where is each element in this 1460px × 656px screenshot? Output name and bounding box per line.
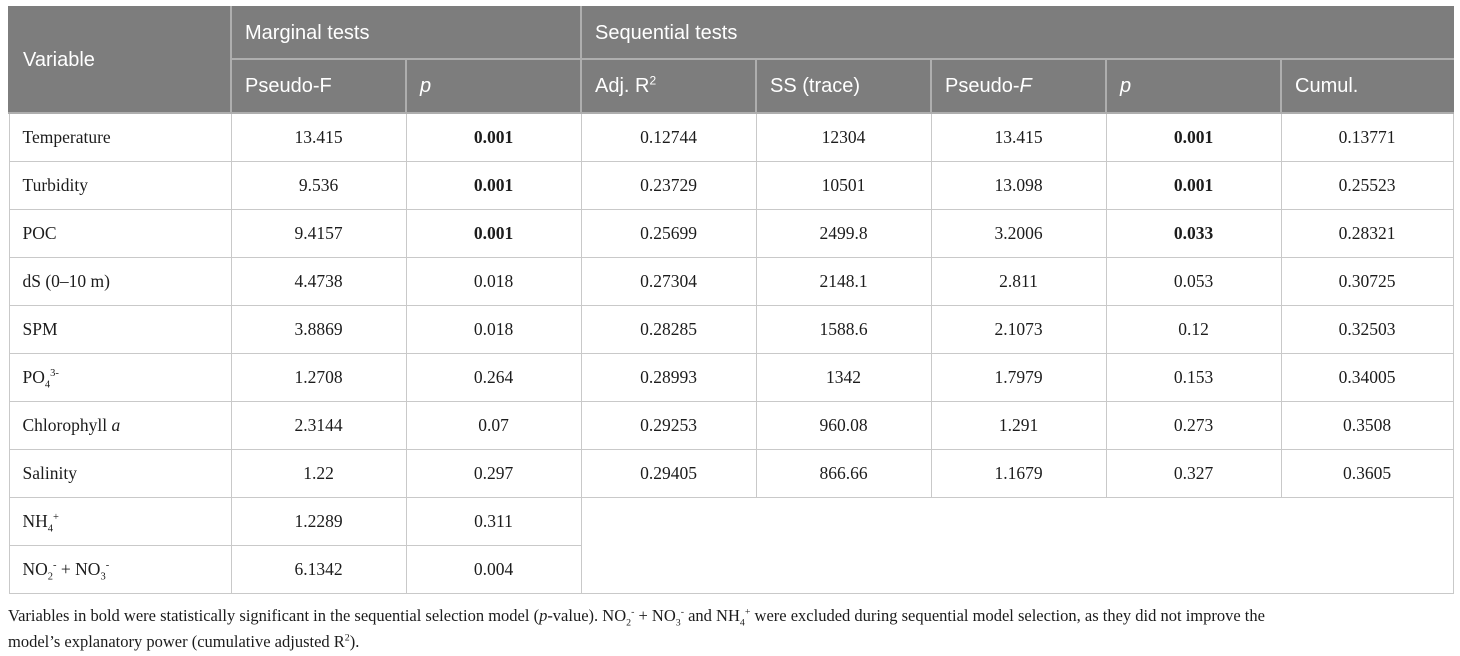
value-cell: 1.1679 [930,449,1107,498]
value-cell: 0.28321 [1280,209,1454,258]
value-cell: 9.4157 [230,209,407,258]
value-cell: 0.12 [1105,305,1282,354]
value-cell: 0.001 [405,209,582,258]
header-group-row: Variable Marginal tests Sequential tests [8,6,1454,114]
value-cell: 2.1073 [930,305,1107,354]
value-cell: 13.098 [930,161,1107,210]
col-group-marginal-tests: Marginal tests [230,6,582,60]
value-cell: 0.3508 [1280,401,1454,450]
header-sub-row: Pseudo-F p Adj. R2 SS (trace) Pseudo-F p… [9,58,1454,114]
value-cell: 12304 [755,112,932,162]
statistics-table: Variable Marginal tests Sequential tests… [8,6,1454,594]
value-cell: 0.3605 [1280,449,1454,498]
value-cell: 2499.8 [755,209,932,258]
value-cell: 1.2289 [230,497,407,546]
value-cell: 0.12744 [580,112,757,162]
value-cell: 0.28993 [580,353,757,402]
value-cell: 0.004 [405,545,582,594]
col-header-adj-r2: Adj. R2 [580,58,757,114]
variable-cell: dS (0–10 m) [8,257,232,306]
value-cell: 0.13771 [1280,112,1454,162]
value-cell: 0.001 [405,112,582,162]
value-cell: 1588.6 [755,305,932,354]
value-cell: 0.001 [405,161,582,210]
merged-empty-cell [580,497,1454,594]
value-cell: 1.22 [230,449,407,498]
value-cell: 13.415 [230,112,407,162]
value-cell: 0.001 [1105,112,1282,162]
table-row-temperature: Temperature 13.415 0.001 0.12744 12304 1… [8,112,1454,162]
value-cell: 1.2708 [230,353,407,402]
table-row-nh4: NH4+ 1.2289 0.311 [8,497,1454,594]
value-cell: 0.25523 [1280,161,1454,210]
value-cell: 0.32503 [1280,305,1454,354]
col-header-sequential-pseudo-f: Pseudo-F [930,58,1107,114]
table-row-chlorophyll-a: Chlorophyll a 2.3144 0.07 0.29253 960.08… [8,401,1454,450]
value-cell: 3.8869 [230,305,407,354]
value-cell: 10501 [755,161,932,210]
variable-cell: SPM [8,305,232,354]
table-row-po4: PO43- 1.2708 0.264 0.28993 1342 1.7979 0… [8,353,1454,402]
value-cell: 0.29253 [580,401,757,450]
table-row-salinity: Salinity 1.22 0.297 0.29405 866.66 1.167… [8,449,1454,498]
variable-cell: NO2- + NO3- [8,545,232,594]
value-cell: 2.811 [930,257,1107,306]
variable-cell: PO43- [8,353,232,402]
value-cell: 4.4738 [230,257,407,306]
table-row-spm: SPM 3.8869 0.018 0.28285 1588.6 2.1073 0… [8,305,1454,354]
value-cell: 0.34005 [1280,353,1454,402]
variable-cell: Turbidity [8,161,232,210]
col-header-cumul: Cumul. [1280,58,1454,114]
value-cell: 13.415 [930,112,1107,162]
col-group-sequential-tests: Sequential tests [580,6,1454,60]
value-cell: 0.30725 [1280,257,1454,306]
value-cell: 6.1342 [230,545,407,594]
value-cell: 3.2006 [930,209,1107,258]
value-cell: 866.66 [755,449,932,498]
value-cell: 0.327 [1105,449,1282,498]
variable-cell: Salinity [8,449,232,498]
value-cell: 0.25699 [580,209,757,258]
value-cell: 0.018 [405,257,582,306]
col-header-variable: Variable [8,6,232,114]
value-cell: 0.297 [405,449,582,498]
value-cell: 1.7979 [930,353,1107,402]
value-cell: 0.07 [405,401,582,450]
value-cell: 2148.1 [755,257,932,306]
col-header-ss-trace: SS (trace) [755,58,932,114]
value-cell: 0.033 [1105,209,1282,258]
variable-cell: Temperature [8,112,232,162]
table-row-turbidity: Turbidity 9.536 0.001 0.23729 10501 13.0… [8,161,1454,210]
table-body: Temperature 13.415 0.001 0.12744 12304 1… [8,112,1454,594]
value-cell: 0.311 [405,497,582,546]
value-cell: 0.27304 [580,257,757,306]
value-cell: 0.273 [1105,401,1282,450]
table-row-poc: POC 9.4157 0.001 0.25699 2499.8 3.2006 0… [8,209,1454,258]
value-cell: 0.29405 [580,449,757,498]
col-header-marginal-p: p [405,58,582,114]
value-cell: 0.23729 [580,161,757,210]
variable-cell: NH4+ [8,497,232,546]
value-cell: 1.291 [930,401,1107,450]
value-cell: 0.264 [405,353,582,402]
col-header-marginal-pseudo-f: Pseudo-F [230,58,407,114]
table-row-no2-no3: NO2- + NO3- 6.1342 0.004 [8,545,1453,594]
table-row-ds: dS (0–10 m) 4.4738 0.018 0.27304 2148.1 … [8,257,1454,306]
value-cell: 960.08 [755,401,932,450]
col-header-sequential-p: p [1105,58,1282,114]
value-cell: 0.053 [1105,257,1282,306]
table-footnote: Variables in bold were statistically sig… [8,606,1265,651]
value-cell: 0.001 [1105,161,1282,210]
variable-cell: POC [8,209,232,258]
value-cell: 2.3144 [230,401,407,450]
value-cell: 9.536 [230,161,407,210]
value-cell: 0.153 [1105,353,1282,402]
variable-cell: Chlorophyll a [8,401,232,450]
value-cell: 0.018 [405,305,582,354]
table-header: Variable Marginal tests Sequential tests… [8,6,1454,114]
value-cell: 1342 [755,353,932,402]
value-cell: 0.28285 [580,305,757,354]
